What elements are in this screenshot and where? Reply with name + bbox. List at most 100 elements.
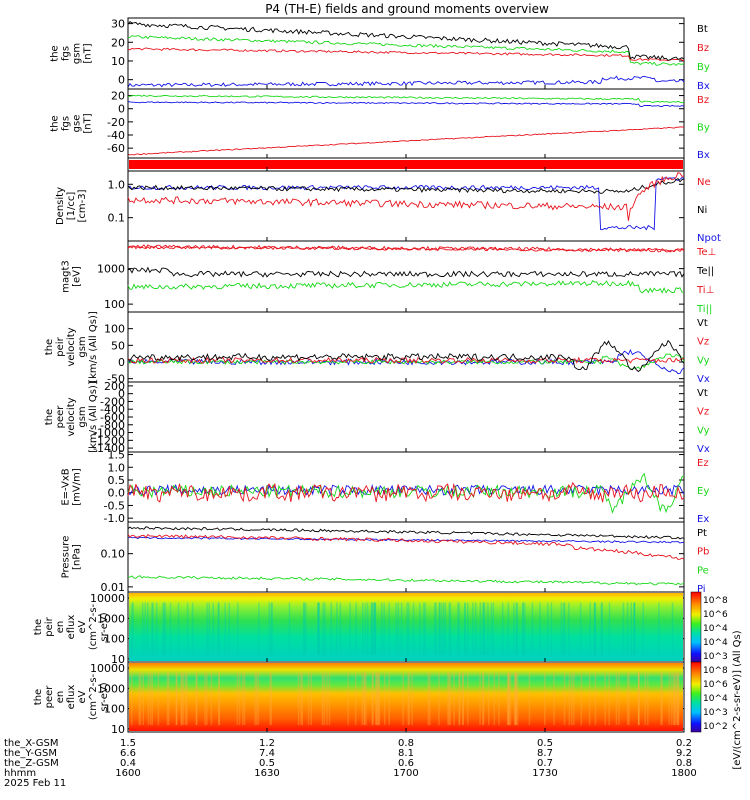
series-Bz	[127, 47, 685, 62]
spectrogram-stripe	[336, 602, 338, 655]
y-tick-label: -1400	[93, 442, 125, 455]
spectrogram-stripe	[181, 672, 183, 725]
x-tick-label: 1700	[393, 768, 418, 779]
y-axis-label: velocity	[66, 327, 77, 366]
spectrogram-stripe	[328, 672, 331, 725]
spectrogram-stripe	[633, 602, 636, 655]
spectrogram-stripe	[175, 672, 178, 725]
legend-Ez: Ez	[697, 458, 709, 469]
spectrogram-stripe	[608, 672, 610, 725]
panel-peer-spec: 10000 1000 100 10 the peer en eflux eV (cm^2-s-sr…	[33, 661, 685, 736]
x-tick-label: 1800	[671, 768, 696, 779]
y-tick-label: -50	[107, 373, 125, 386]
y-axis-label: fgs	[61, 46, 72, 61]
legend-By: By	[697, 123, 710, 134]
legend-Ti||: Ti||	[696, 304, 712, 315]
spectrogram-stripe	[243, 672, 246, 725]
spectrogram-stripe	[304, 602, 307, 655]
y-tick-label: 0	[118, 74, 125, 87]
spectrogram-stripe	[395, 602, 397, 655]
spectrogram-stripe	[677, 672, 679, 725]
spectrogram-stripe	[407, 602, 410, 655]
legend-Vz: Vz	[697, 337, 709, 348]
spectrogram-stripe	[568, 672, 571, 725]
y-tick-label: 0.10	[101, 548, 126, 561]
spectrogram-stripe	[528, 672, 531, 725]
x-row-label: the_X-GSM	[4, 738, 58, 749]
spectrogram-stripe	[462, 672, 464, 725]
spectrogram-stripe	[400, 602, 403, 655]
colorbar-tick-label: 10^6	[703, 610, 728, 620]
spectrogram-stripe	[374, 602, 377, 655]
spectrogram-stripe	[608, 602, 611, 655]
spectrogram-stripe	[507, 602, 510, 655]
y-tick-label: 10000	[90, 592, 125, 605]
spectrogram-stripe	[449, 602, 452, 655]
spectrogram-stripe	[144, 602, 147, 655]
spectrogram-stripe	[142, 672, 145, 725]
spectrogram-stripe	[547, 602, 549, 655]
spectrogram-stripe	[457, 602, 459, 655]
y-tick-label: 0.5	[108, 474, 126, 487]
spectrogram-stripe	[673, 672, 676, 725]
series-By	[128, 94, 685, 104]
x-tick-label: 0.8	[398, 738, 414, 749]
y-tick-label: 10000	[90, 662, 125, 675]
spectrogram-stripe	[228, 602, 231, 655]
spectrogram-stripe	[524, 602, 526, 655]
spectrogram-stripe	[501, 602, 504, 655]
spectrogram-stripe	[600, 602, 603, 655]
spectrogram-stripe	[419, 602, 421, 655]
y-tick-label: 0	[118, 103, 125, 116]
spectrogram-stripe	[238, 672, 241, 725]
spectrogram-stripe	[330, 602, 333, 655]
colorbar-tick-label: 10^4	[703, 624, 728, 634]
spectrogram-stripe	[378, 672, 380, 725]
spectrogram-stripe	[147, 602, 149, 655]
spectrogram-stripe	[354, 672, 357, 725]
legend-Pe: Pe	[697, 565, 709, 576]
spectrogram-stripe	[490, 602, 493, 655]
spectrogram-stripe	[212, 602, 215, 655]
panel-frame	[127, 170, 685, 242]
spectrogram-stripe	[672, 672, 675, 725]
y-tick-label: -20	[107, 116, 125, 129]
spectrogram-stripe	[444, 602, 447, 655]
spectrogram-stripe	[378, 672, 380, 725]
spectrogram-stripe	[402, 672, 404, 725]
x-tick-label: 6.6	[120, 748, 136, 759]
spectrogram-stripe	[412, 602, 415, 655]
series-Bx	[127, 101, 685, 108]
spectrogram-stripe	[349, 602, 351, 655]
date-label: 2025 Feb 11	[4, 778, 66, 789]
legend-Ey: Ey	[697, 486, 709, 497]
series-Pb	[127, 533, 685, 560]
spectrogram-stripe	[301, 672, 304, 725]
legend-Npot: Npot	[697, 233, 721, 244]
x-tick-label: 1.5	[120, 738, 136, 749]
legend-Bx: Bx	[697, 150, 710, 161]
spectrogram-stripe	[177, 602, 180, 655]
spectrogram-stripe	[242, 672, 244, 725]
y-tick-label: 20	[111, 36, 125, 49]
spectrogram-stripe	[372, 602, 374, 655]
spectrogram-stripe	[515, 602, 518, 655]
spectrogram-stripe	[218, 672, 220, 725]
spectrogram-stripe	[458, 602, 460, 655]
spectrogram-stripe	[676, 672, 679, 725]
spectrogram-stripe	[439, 602, 441, 655]
y-axis-label: E=-VxB	[61, 468, 72, 505]
panel-velocity-peir: 100 50 0 -50 the peir velocity gsm [km/s (All Qs…	[44, 311, 710, 386]
spectrogram-stripe	[424, 602, 426, 655]
spectrogram-stripe	[429, 672, 431, 725]
y-axis-label: sr-eV)	[99, 682, 110, 711]
spectrogram-stripe	[515, 672, 518, 725]
colorbar	[690, 661, 702, 733]
spectrogram-stripe	[269, 672, 272, 725]
y-axis-label: the	[44, 339, 55, 355]
y-tick-label: -200	[100, 395, 125, 408]
legend-Vt: Vt	[697, 318, 708, 329]
spectrogram-stripe	[270, 602, 272, 655]
legend-Ex: Ex	[697, 514, 709, 525]
spectrogram-stripe	[191, 602, 194, 655]
